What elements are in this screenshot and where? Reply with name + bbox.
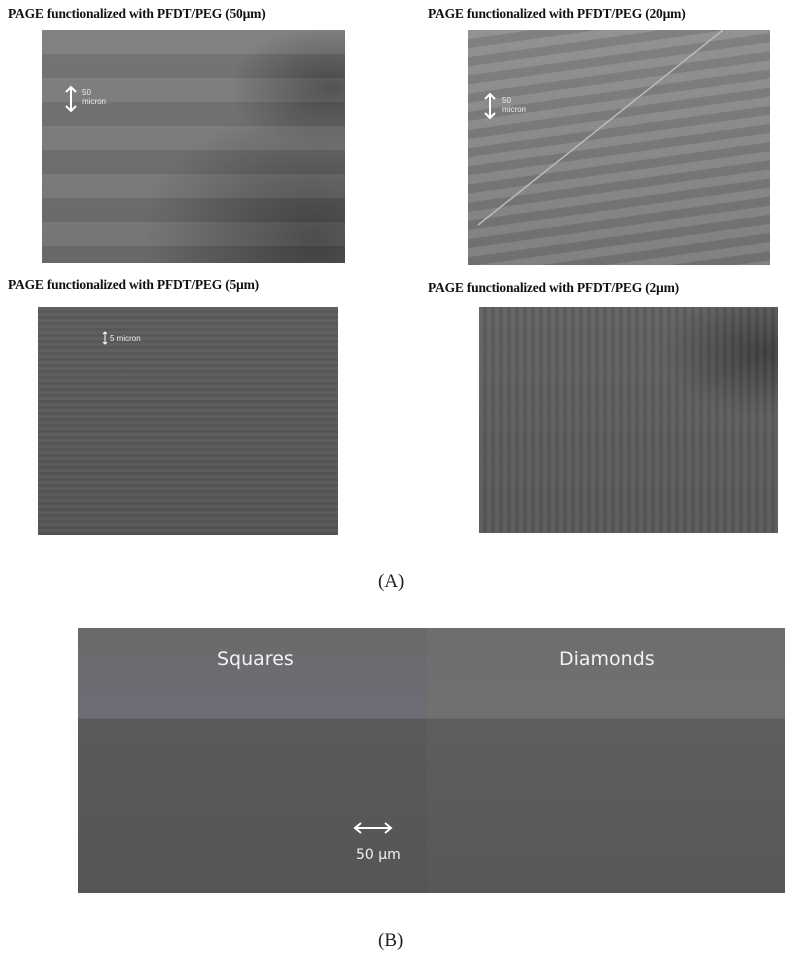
region-label: Diamonds	[559, 648, 655, 670]
scale-arrow	[353, 821, 393, 835]
scale-arrow	[64, 85, 78, 113]
micrograph: 50 micron	[468, 30, 770, 265]
panel-title: PAGE functionalized with PFDT/PEG (5µm)	[8, 277, 259, 293]
scale-label: 50 micron	[82, 88, 112, 106]
micrograph: 5 micron	[38, 307, 338, 535]
scale-label: 50 micron	[502, 96, 532, 114]
scale-arrow	[102, 331, 108, 345]
panel-title: PAGE functionalized with PFDT/PEG (50µm)	[8, 6, 266, 22]
scale-arrow	[483, 92, 497, 120]
caption: (B)	[378, 930, 403, 952]
scale-label: 5 micron	[110, 334, 141, 343]
panel-title: PAGE functionalized with PFDT/PEG (20µm)	[428, 6, 686, 22]
micrograph: 50 micron	[42, 30, 345, 263]
scratch-line	[468, 30, 770, 265]
scale-label: 50 µm	[356, 847, 401, 863]
figure-page: PAGE functionalized with PFDT/PEG (50µm)…	[0, 0, 787, 957]
panel-title: PAGE functionalized with PFDT/PEG (2µm)	[428, 280, 679, 296]
micrograph-b: Squares Diamonds 50 µm	[78, 628, 785, 893]
micrograph	[479, 307, 778, 533]
region-label: Squares	[217, 648, 294, 670]
caption: (A)	[378, 571, 404, 593]
